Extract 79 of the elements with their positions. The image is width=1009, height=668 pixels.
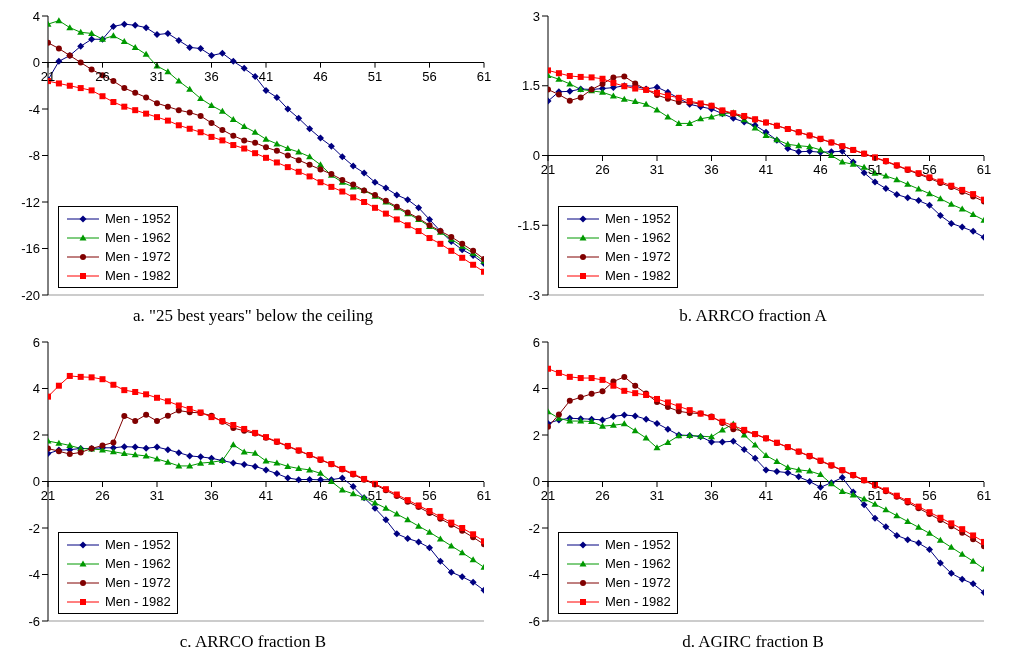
y-tick-label: -6 — [528, 613, 540, 629]
x-tick-label: 41 — [258, 488, 274, 503]
y-tick-label: -6 — [28, 613, 40, 629]
x-tick-label: 26 — [595, 162, 610, 177]
legend-label: Men - 1982 — [605, 267, 671, 285]
x-tick-label: 51 — [367, 68, 383, 84]
x-tick-label: 36 — [704, 162, 719, 177]
x-tick-label: 61 — [976, 162, 992, 177]
legend-label: Men - 1952 — [105, 210, 171, 228]
y-tick-label: 0 — [32, 55, 40, 71]
x-tick-label: 56 — [922, 162, 937, 177]
y-tick-label: 2 — [32, 427, 40, 443]
x-tick-label: 36 — [204, 488, 219, 503]
y-tick-label: -2 — [528, 520, 540, 536]
legend-label: Men - 1972 — [105, 248, 171, 266]
x-tick-label: 36 — [204, 68, 219, 84]
legend-label: Men - 1962 — [105, 555, 171, 573]
y-tick-label: -4 — [28, 567, 40, 583]
x-tick-label: 31 — [649, 162, 665, 177]
x-tick-label: 26 — [95, 488, 110, 503]
x-tick-label: 36 — [704, 488, 719, 503]
legend-label: Men - 1962 — [605, 555, 671, 573]
legend-label: Men - 1982 — [105, 267, 171, 285]
legend-label: Men - 1972 — [605, 248, 671, 266]
x-tick-label: 61 — [976, 488, 992, 503]
x-tick-label: 51 — [367, 488, 383, 503]
x-tick-label: 21 — [40, 488, 56, 503]
y-tick-label: 3 — [532, 8, 540, 24]
y-tick-label: -4 — [28, 101, 40, 117]
x-tick-label: 51 — [867, 488, 883, 503]
x-tick-label: 56 — [922, 488, 937, 503]
x-tick-label: 41 — [758, 488, 774, 503]
legend-label: Men - 1962 — [605, 229, 671, 247]
x-tick-label: 46 — [813, 488, 828, 503]
y-tick-label: 6 — [32, 334, 40, 350]
x-tick-label: 46 — [313, 68, 328, 84]
y-tick-label: -3 — [528, 287, 540, 303]
x-tick-label: 31 — [649, 488, 665, 503]
y-tick-label: 0 — [532, 474, 540, 490]
y-tick-label: 4 — [32, 381, 40, 397]
y-tick-label: 4 — [532, 381, 540, 397]
x-tick-label: 41 — [258, 68, 274, 84]
legend-label: Men - 1982 — [605, 593, 671, 611]
y-tick-label: 1.5 — [521, 78, 540, 94]
y-tick-label: -8 — [28, 148, 40, 164]
y-tick-label: 0 — [532, 148, 540, 164]
y-tick-label: -4 — [528, 567, 540, 583]
text: d. AGIRC fraction B — [681, 632, 825, 652]
legend-label: Men - 1952 — [605, 536, 671, 554]
y-tick-label: 6 — [532, 334, 540, 350]
text: c. ARRCO fraction B — [178, 632, 328, 652]
y-tick-label: 0 — [32, 474, 40, 490]
x-tick-label: 46 — [813, 162, 828, 177]
text: a. "25 best years" below the ceiling — [132, 306, 374, 326]
legend-label: Men - 1952 — [105, 536, 171, 554]
x-tick-label: 26 — [595, 488, 610, 503]
legend-label: Men - 1982 — [105, 593, 171, 611]
y-tick-label: 2 — [532, 427, 540, 443]
legend-label: Men - 1952 — [605, 210, 671, 228]
legend-label: Men - 1962 — [105, 229, 171, 247]
x-tick-label: 61 — [476, 68, 492, 84]
x-tick-label: 21 — [540, 488, 556, 503]
x-tick-label: 21 — [540, 162, 556, 177]
x-tick-label: 56 — [422, 488, 437, 503]
text: b. ARRCO fraction A — [678, 306, 828, 326]
y-tick-label: -12 — [21, 194, 40, 210]
y-tick-label: -1.5 — [517, 217, 540, 233]
x-tick-label: 46 — [313, 488, 328, 503]
legend-label: Men - 1972 — [605, 574, 671, 592]
y-tick-label: -16 — [21, 241, 40, 257]
legend-label: Men - 1972 — [105, 574, 171, 592]
y-tick-label: 4 — [32, 8, 40, 24]
x-tick-label: 56 — [422, 68, 437, 84]
y-tick-label: -20 — [21, 287, 40, 303]
x-tick-label: 61 — [476, 488, 492, 503]
x-tick-label: 41 — [758, 162, 774, 177]
x-tick-label: 31 — [149, 488, 165, 503]
y-tick-label: -2 — [28, 520, 40, 536]
x-tick-label: 31 — [149, 68, 165, 84]
